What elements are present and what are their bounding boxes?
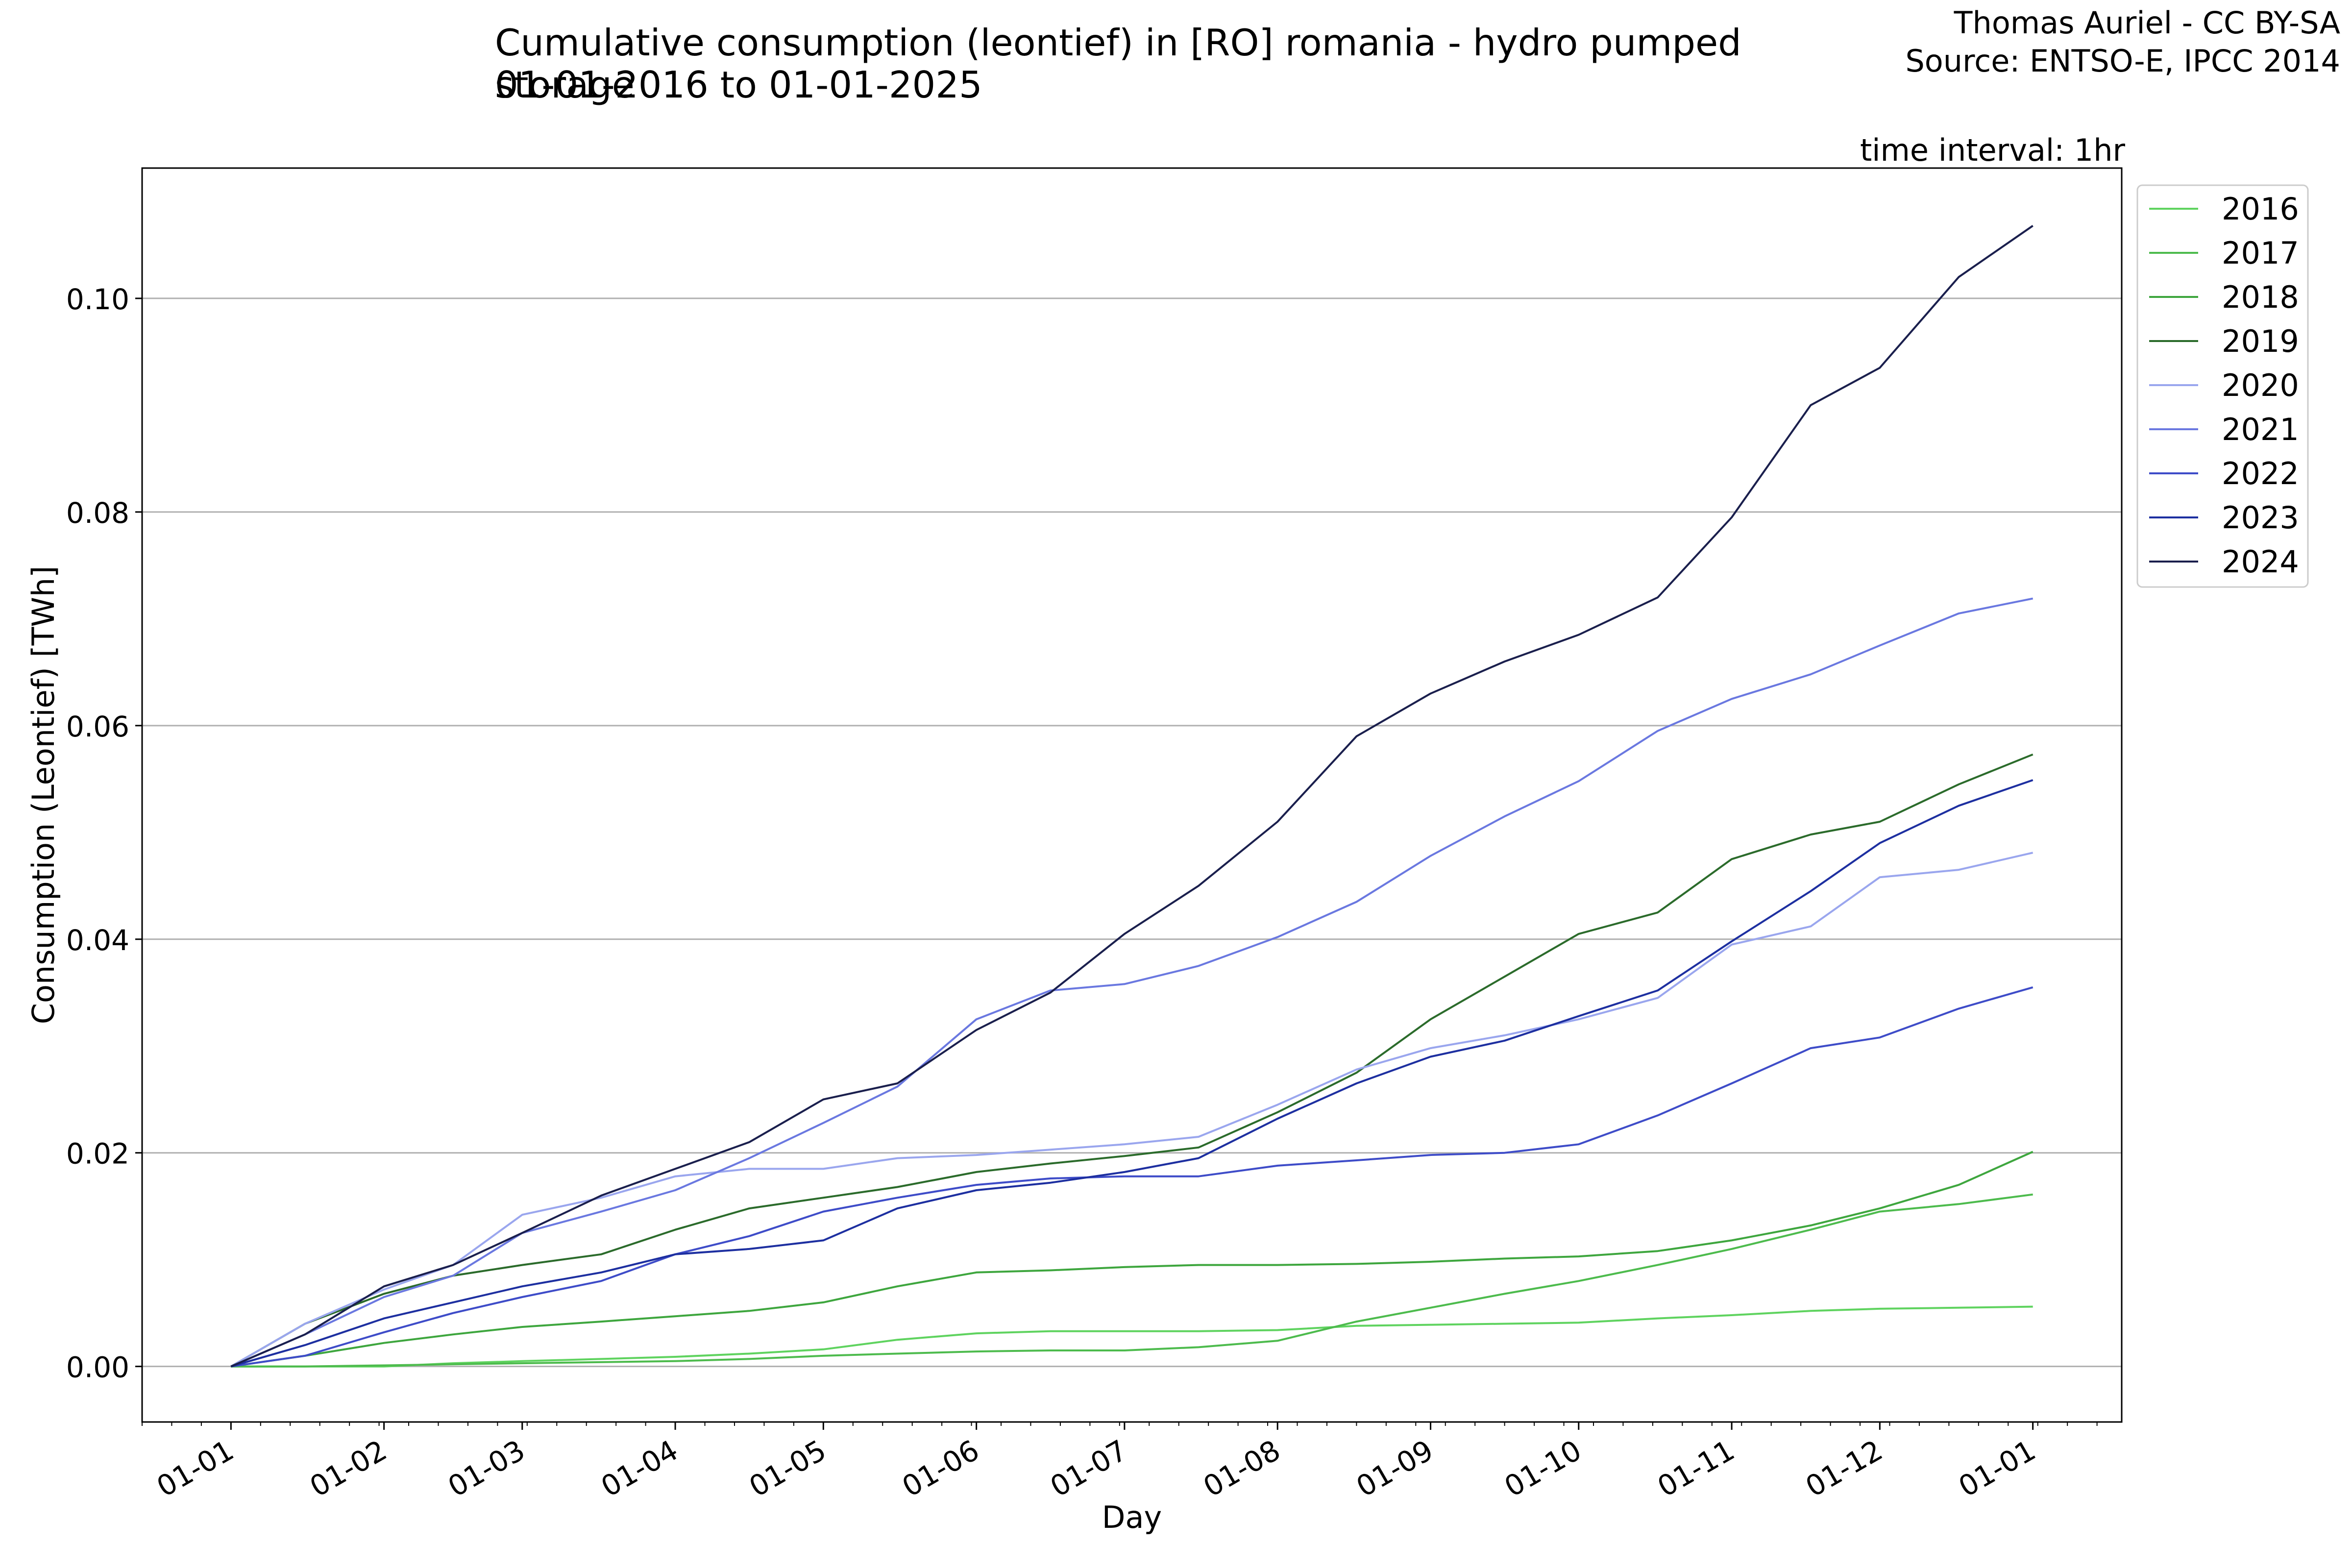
chart-title: Cumulative consumption (leontief) in [RO…: [495, 21, 1741, 106]
x-axis-label: Day: [1102, 1499, 1162, 1535]
x-tick-label: 01-06: [897, 1433, 985, 1503]
credit-author: Thomas Auriel - CC BY-SA: [1954, 5, 2340, 41]
series-line-2022: [231, 986, 2034, 1368]
x-tick-label: 01-05: [743, 1433, 832, 1503]
x-tick-label: 01-03: [442, 1433, 531, 1503]
x-tick-label: 01-01: [151, 1433, 239, 1503]
y-tick-label: 0.04: [66, 924, 129, 957]
series-line-2021: [230, 597, 2034, 1368]
series-lines: [230, 225, 2034, 1368]
legend-box: [2136, 184, 2309, 588]
credit-source: Source: ENTSO-E, IPCC 2014: [1905, 43, 2340, 79]
x-tick-label: 01-10: [1499, 1433, 1587, 1503]
legend-label-2019: 2019: [2222, 323, 2299, 359]
series-line-2024: [230, 225, 2034, 1368]
x-tick-label: 01-01: [1953, 1433, 2041, 1503]
legend-label-2016: 2016: [2222, 191, 2299, 227]
credit-block: Thomas Auriel - CC BY-SA Source: ENTSO-E…: [1905, 4, 2340, 80]
time-interval-note: time interval: 1hr: [1860, 132, 2125, 168]
x-tick-label: 01-08: [1198, 1433, 1286, 1503]
x-tick-label: 01-09: [1351, 1433, 1439, 1503]
legend-label-2017: 2017: [2222, 235, 2299, 271]
x-tick-label: 01-07: [1045, 1433, 1133, 1503]
legend-label-2024: 2024: [2222, 544, 2299, 580]
y-tick-label: 0.08: [66, 496, 129, 530]
legend: 2016 2017 2018 2019 2020 2021 2022 2023 2024: [2136, 184, 2309, 588]
y-tick-label: 0.02: [66, 1137, 129, 1171]
series-line-2023: [230, 779, 2034, 1368]
x-tick-label: 01-11: [1652, 1433, 1740, 1503]
legend-label-2022: 2022: [2222, 456, 2299, 491]
series-line-2019: [230, 753, 2034, 1368]
x-axis: 01-01 01-02 01-03 01-04 01-05 01-06 01-07 01-08…: [142, 1422, 2098, 1503]
legend-label-2020: 2020: [2222, 368, 2299, 403]
x-tick-label: 01-04: [595, 1433, 684, 1503]
y-tick-label: 0.00: [66, 1351, 129, 1384]
series-line-2016: [231, 1305, 2033, 1368]
grid-lines: [142, 297, 2122, 1368]
y-tick-label: 0.06: [66, 710, 129, 743]
series-line-2018: [231, 1151, 2034, 1368]
y-axis: 0.00 0.02 0.04 0.06 0.08 0.10: [66, 283, 142, 1384]
legend-label-2021: 2021: [2222, 412, 2299, 447]
y-tick-label: 0.10: [66, 283, 129, 316]
legend-label-2018: 2018: [2222, 279, 2299, 315]
x-tick-label: 01-12: [1800, 1433, 1888, 1503]
x-tick-label: 01-02: [304, 1433, 392, 1503]
chart-subtitle: 01-01-2016 to 01-01-2025: [495, 63, 982, 106]
series-line-2020: [230, 852, 2034, 1368]
plot-frame: [141, 167, 2123, 1423]
series-line-2017: [231, 1193, 2033, 1368]
y-axis-label: Consumption (Leontief) [TWh]: [25, 566, 61, 1025]
legend-label-2023: 2023: [2222, 500, 2299, 536]
